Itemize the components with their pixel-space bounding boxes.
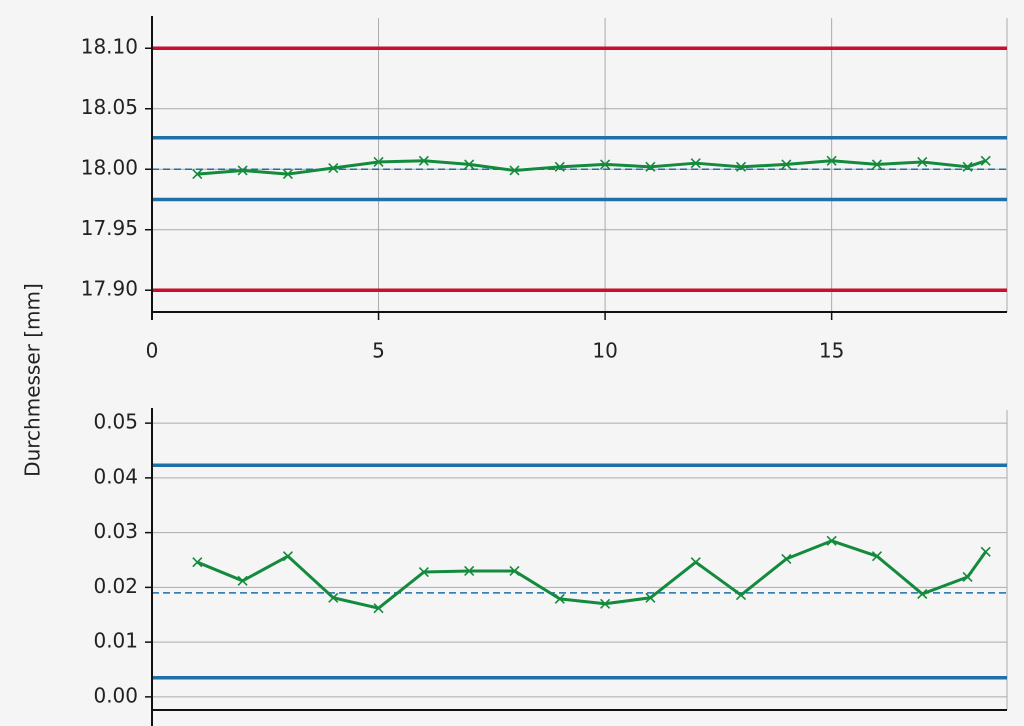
data-point — [373, 603, 384, 614]
data-point — [554, 593, 565, 604]
data-point — [373, 156, 384, 168]
x-tick-label: 0 — [146, 339, 159, 363]
x-tick-label: 5 — [372, 339, 385, 363]
data-point — [282, 169, 293, 180]
data-point — [509, 565, 520, 577]
y-tick-label: 0.02 — [93, 574, 138, 598]
data-point — [192, 169, 203, 180]
data-point — [735, 589, 747, 601]
data-point — [464, 159, 475, 170]
data-point — [192, 557, 203, 568]
y-tick-label: 0.00 — [93, 683, 138, 707]
y-tick-label: 0.04 — [93, 464, 138, 488]
data-point — [826, 535, 837, 546]
data-point — [962, 161, 973, 172]
x-tick-label: 15 — [819, 339, 844, 363]
data-point — [962, 571, 973, 583]
y-tick-label: 18.05 — [81, 95, 138, 119]
y-tick-label: 0.03 — [93, 519, 138, 543]
data-point — [237, 165, 248, 176]
data-point — [735, 161, 747, 172]
data-point — [781, 159, 792, 170]
data-point — [690, 557, 701, 568]
data-point — [826, 155, 837, 166]
data-point — [600, 159, 611, 170]
y-tick-label: 0.01 — [93, 629, 138, 653]
data-point — [917, 156, 928, 168]
data-line — [196, 539, 987, 610]
data-point — [509, 165, 520, 176]
data-point — [237, 575, 248, 586]
y-tick-label: 17.95 — [81, 216, 138, 240]
data-point — [645, 592, 656, 603]
data-point — [980, 155, 991, 166]
data-point — [418, 566, 429, 578]
y-tick-label: 18.00 — [81, 156, 138, 180]
y-axis-label: Durchmesser [mm] — [21, 283, 45, 477]
data-point — [600, 598, 611, 609]
data-point — [871, 551, 883, 562]
data-point — [464, 565, 475, 577]
data-point — [690, 158, 701, 169]
data-point — [871, 159, 883, 170]
data-point — [418, 155, 429, 166]
data-point — [328, 162, 339, 174]
data-line — [197, 159, 987, 176]
data-point — [645, 161, 656, 172]
data-point — [554, 161, 565, 172]
x-tick-label: 10 — [592, 339, 617, 363]
y-tick-label: 0.05 — [93, 410, 138, 434]
data-point — [980, 546, 991, 557]
data-point — [917, 588, 928, 600]
data-point — [282, 551, 293, 562]
data-point — [781, 553, 792, 564]
y-tick-label: 17.90 — [81, 277, 138, 301]
y-tick-label: 18.10 — [81, 35, 138, 59]
data-point — [328, 592, 339, 603]
